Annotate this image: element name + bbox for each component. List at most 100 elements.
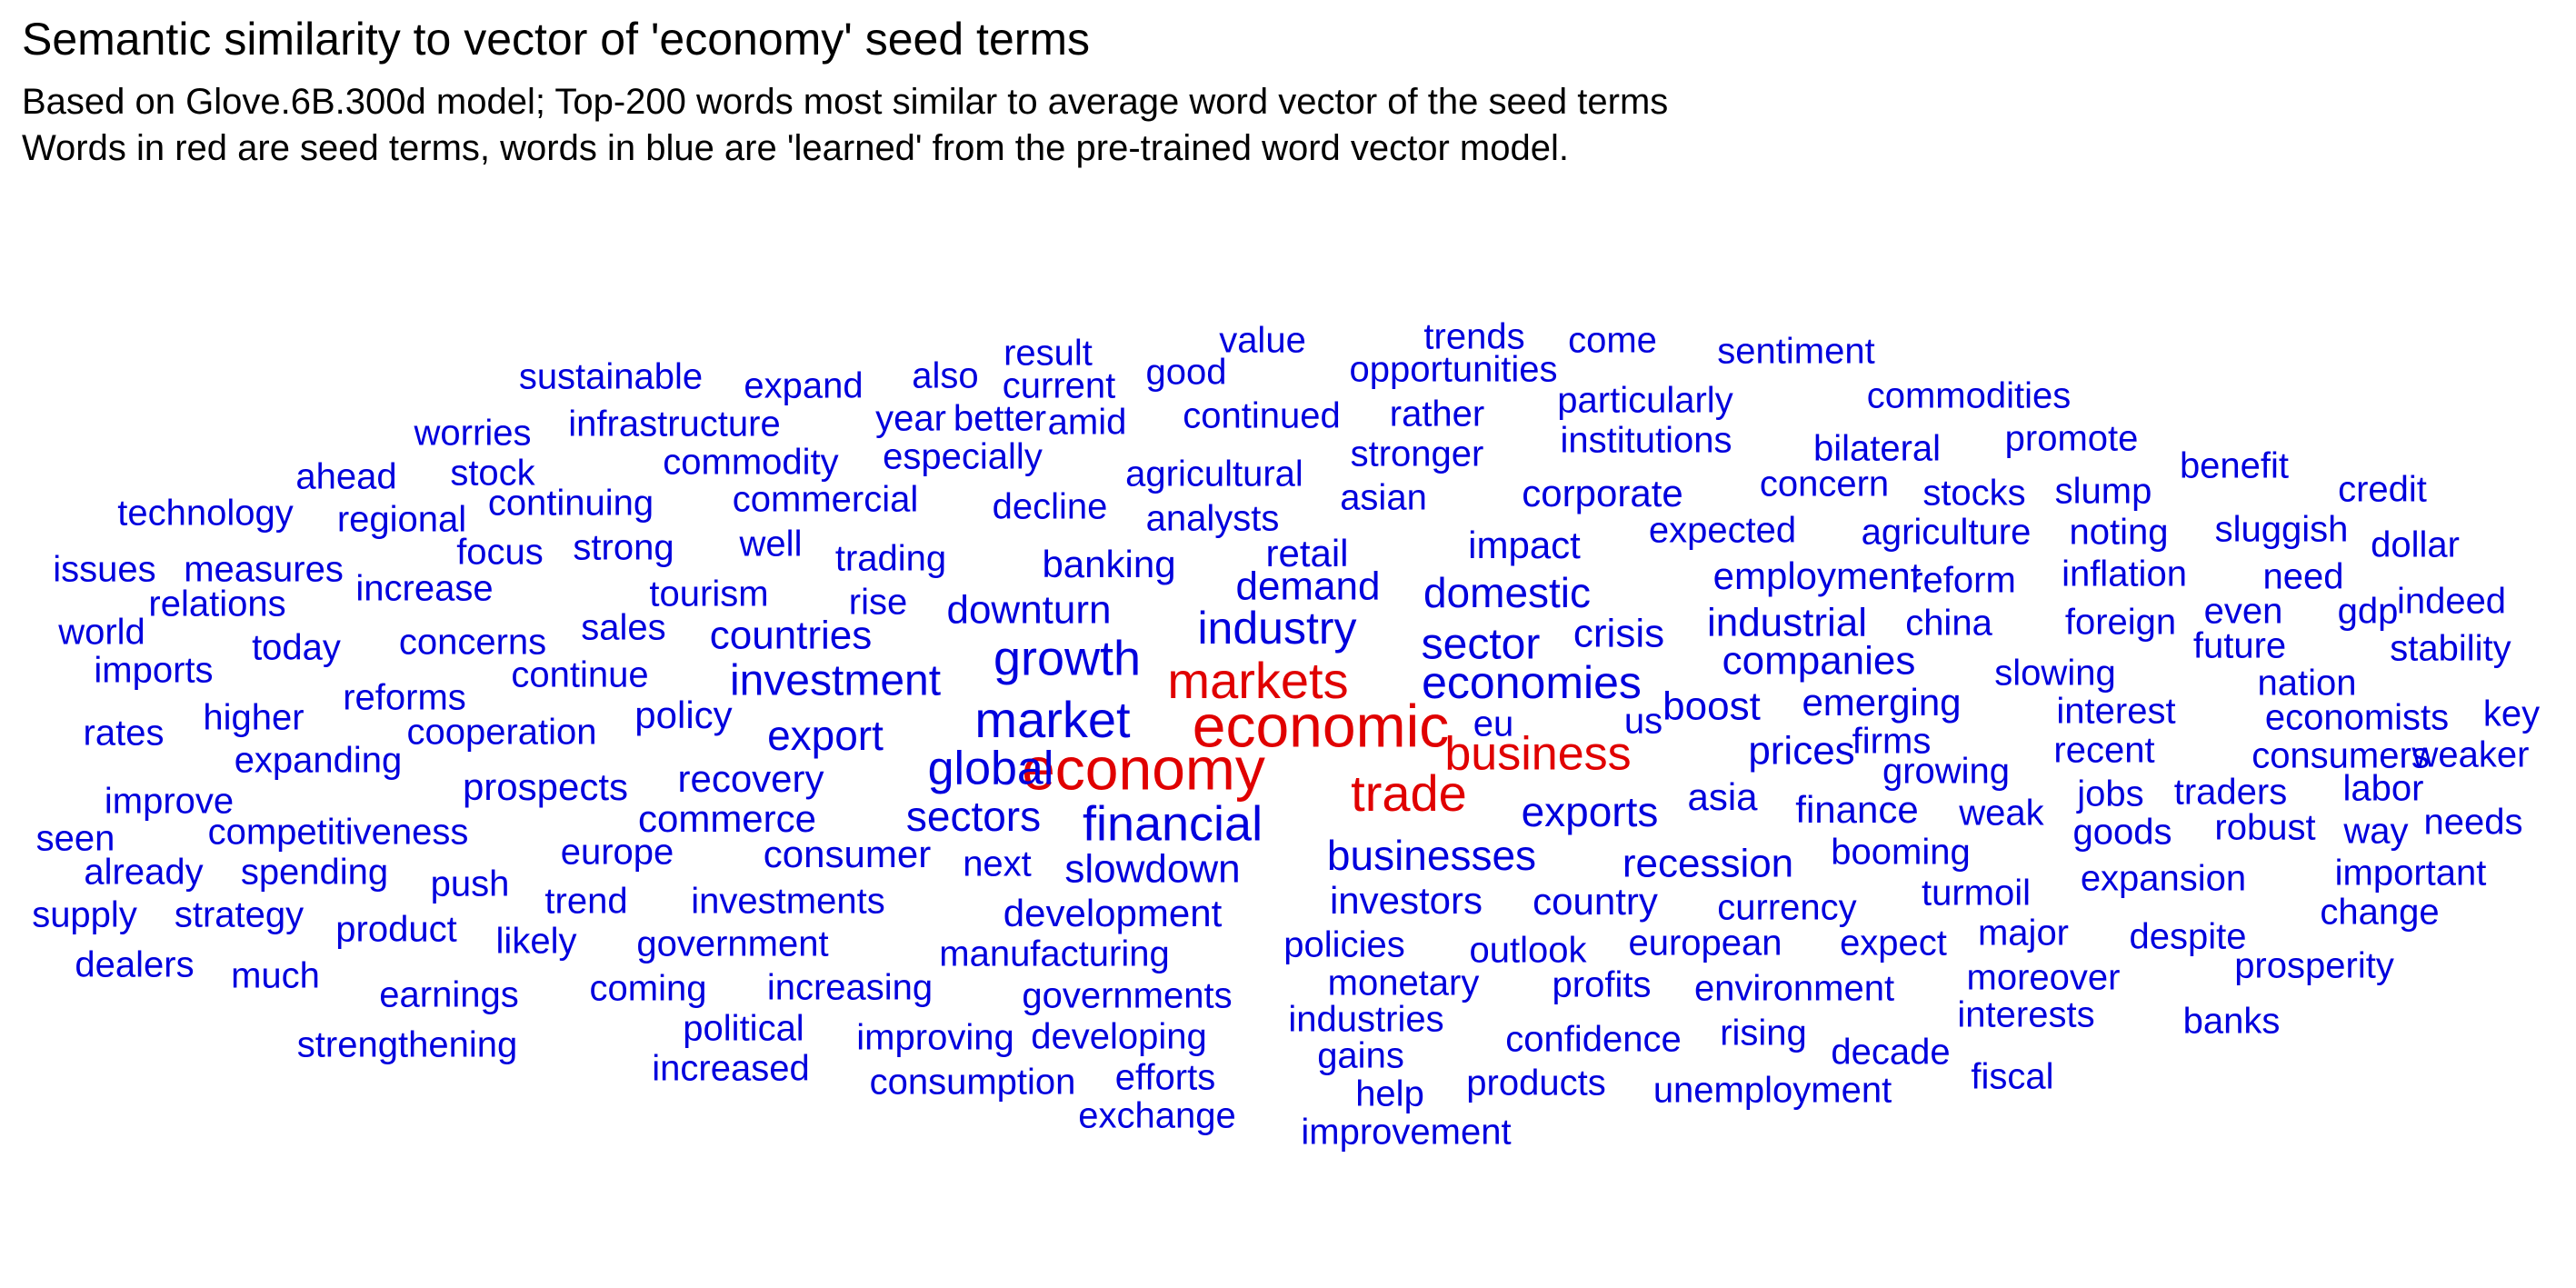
word-concern: concern [1760,464,1889,504]
word-also: also [912,356,978,396]
word-finance: finance [1795,788,1918,831]
word-demand: demand [1235,564,1380,609]
word-despite: despite [2130,917,2247,957]
word-world: world [57,613,145,653]
word-decline: decline [993,487,1108,527]
word-likely: likely [496,922,577,962]
word-employment: employment [1713,554,1922,597]
word-china: china [1905,604,1992,644]
word-amid: amid [1048,403,1127,443]
word-rates: rates [84,714,165,754]
word-strong: strong [573,528,674,568]
word-reform: reform [1911,561,2016,601]
word-improvement: improvement [1301,1113,1511,1153]
word-agricultural: agricultural [1125,454,1303,494]
word-industries: industries [1288,1000,1443,1040]
word-trend: trend [544,882,627,922]
word-export: export [767,712,884,759]
word-continued: continued [1183,396,1340,436]
word-result: result [1003,334,1093,374]
word-earnings: earnings [379,975,518,1015]
word-particularly: particularly [1557,381,1732,421]
word-increasing: increasing [767,968,933,1008]
word-already: already [84,853,203,893]
word-consumers: consumers [2252,736,2430,776]
word-interests: interests [1957,995,2094,1035]
word-coming: coming [590,969,707,1009]
word-supply: supply [32,895,137,935]
word-unemployment: unemployment [1653,1071,1892,1111]
word-today: today [252,628,341,668]
word-commodity: commodity [663,443,838,483]
word-trends: trends [1423,317,1524,357]
word-governments: governments [1022,976,1232,1016]
word-improving: improving [856,1018,1013,1058]
word-recession: recession [1622,842,1793,886]
word-environment: environment [1694,969,1894,1009]
word-currency: currency [1717,888,1856,928]
word-robust: robust [2214,808,2315,848]
word-reforms: reforms [343,678,466,718]
word-stronger: stronger [1351,434,1484,474]
word-rather: rather [1390,394,1485,434]
word-investors: investors [1330,879,1483,922]
word-major: major [1978,914,2069,954]
word-boost: boost [1662,684,1761,729]
word-trading: trading [835,539,946,579]
word-industrial: industrial [1707,601,1867,645]
word-monetary: monetary [1328,964,1480,1003]
word-businesses: businesses [1327,832,1536,879]
word-product: product [335,910,456,950]
word-strategy: strategy [175,895,304,935]
word-current: current [1003,366,1116,406]
word-economic: economic [1193,692,1449,759]
word-corporate: corporate [1522,472,1682,514]
word-exchange: exchange [1078,1096,1235,1136]
word-confidence: confidence [1505,1020,1681,1060]
word-exports: exports [1522,788,1659,835]
word-value: value [1219,321,1306,361]
word-financial: financial [1083,796,1263,851]
word-asia: asia [1687,775,1758,818]
word-continue: continue [511,655,648,695]
word-rise: rise [849,583,907,623]
word-policy: policy [634,694,732,736]
word-policies: policies [1283,925,1404,965]
word-relations: relations [148,584,285,624]
word-commercial: commercial [733,480,918,520]
word-much: much [231,956,320,996]
word-economies: economies [1422,657,1642,708]
chart-title: Semantic similarity to vector of 'econom… [22,14,1091,65]
word-year: year [875,399,946,439]
word-recent: recent [2053,731,2154,771]
word-cooperation: cooperation [406,713,596,753]
word-investments: investments [691,882,884,922]
word-countries: countries [710,614,873,658]
word-slowing: slowing [1994,654,2115,694]
word-prosperity: prosperity [2234,946,2394,986]
word-sectors: sectors [906,793,1041,840]
word-manufacturing: manufacturing [939,934,1169,974]
word-future: future [2193,626,2286,666]
word-labor: labor [2343,769,2424,809]
word-consumption: consumption [870,1063,1076,1103]
word-growth: growth [993,631,1141,685]
word-continuing: continuing [488,484,654,524]
word-jobs: jobs [2076,774,2143,814]
word-technology: technology [117,494,293,534]
word-expected: expected [1649,511,1796,551]
word-recovery: recovery [677,757,824,800]
word-issues: issues [53,550,155,590]
word-increased: increased [652,1049,809,1089]
word-slump: slump [2055,472,2152,512]
word-spending: spending [241,853,388,893]
word-good: good [1146,353,1227,393]
word-european: european [1628,924,1782,964]
word-sentiment: sentiment [1717,332,1874,372]
word-important: important [2335,854,2487,894]
word-global: global [928,743,1054,795]
word-economy: economy [1022,734,1265,802]
word-come: come [1568,321,1657,361]
word-credit: credit [2338,470,2427,510]
